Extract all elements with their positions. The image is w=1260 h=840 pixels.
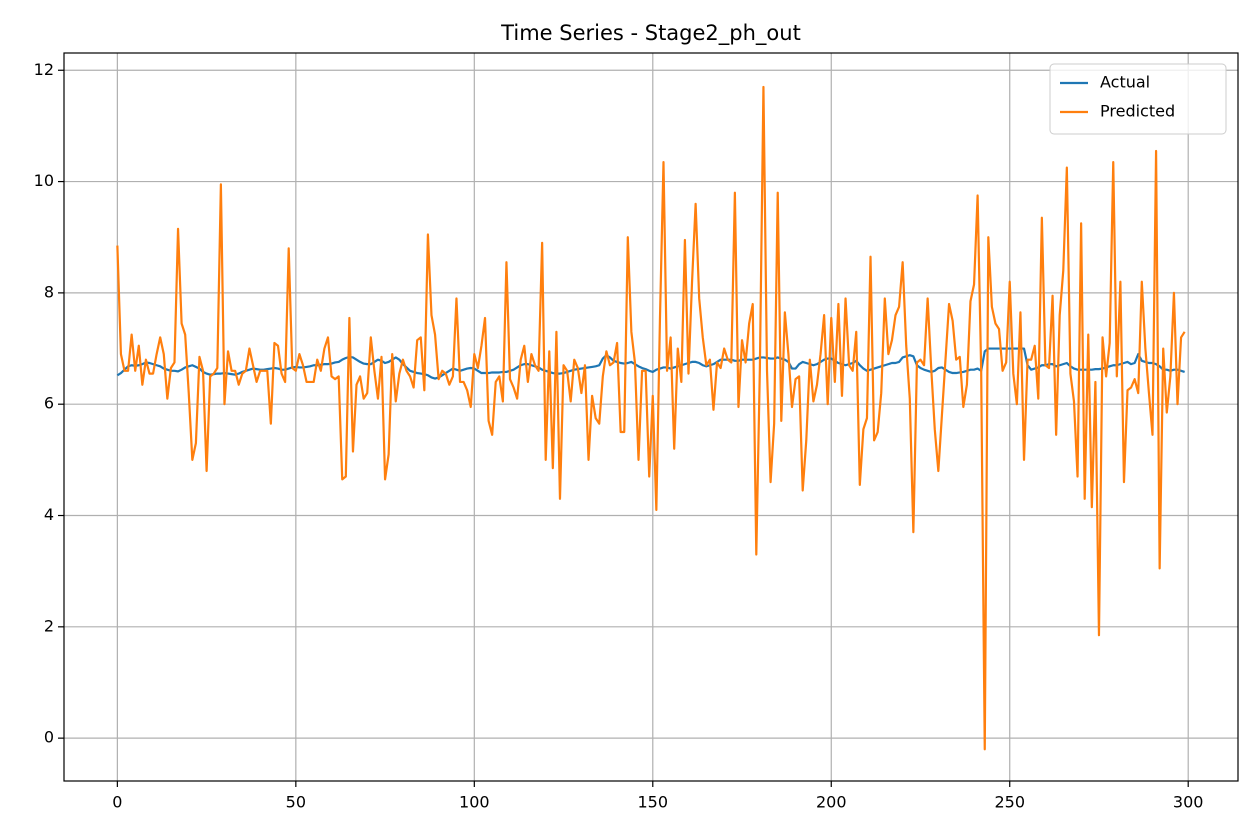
legend-box	[1049, 63, 1227, 135]
y-tick-label: 8	[44, 282, 54, 301]
x-tick-label: 150	[638, 793, 669, 812]
y-tick-label: 12	[34, 60, 54, 79]
y-tick-label: 10	[34, 171, 54, 190]
axes-frame	[63, 52, 1239, 782]
y-tick-label: 4	[44, 505, 54, 524]
y-tick-label: 2	[44, 616, 54, 635]
x-tick-label: 200	[816, 793, 847, 812]
x-tick-label: 0	[112, 793, 122, 812]
x-tick-label: 300	[1173, 793, 1204, 812]
y-tick-label: 0	[44, 728, 54, 747]
y-tick-label: 6	[44, 394, 54, 413]
legend-label: Actual	[1100, 73, 1150, 92]
data-line	[116, 347, 1185, 380]
legend-label: Predicted	[1100, 102, 1175, 121]
x-tick-label: 50	[286, 793, 306, 812]
x-tick-label: 250	[994, 793, 1025, 812]
legend: Actual Predicted	[1049, 63, 1227, 135]
chart-title: Time Series - Stage2_ph_out	[500, 21, 801, 46]
data-line	[116, 85, 1186, 751]
x-tick-label: 100	[459, 793, 490, 812]
